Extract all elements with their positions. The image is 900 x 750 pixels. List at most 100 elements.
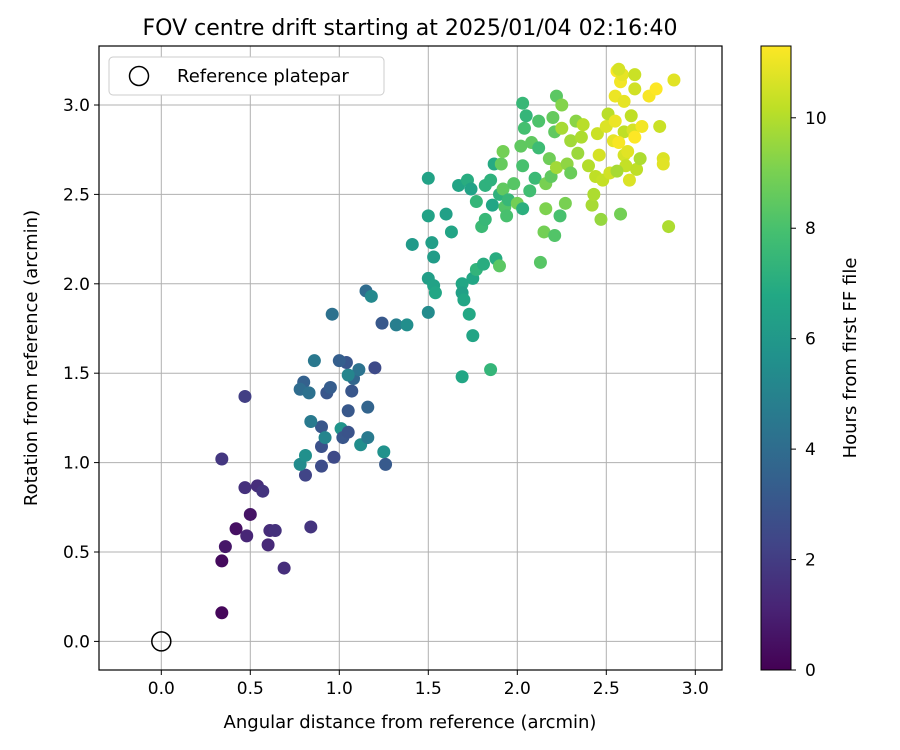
data-point [298, 448, 312, 462]
data-point [304, 520, 318, 534]
data-point [298, 468, 312, 482]
data-point [377, 445, 391, 459]
data-point [496, 144, 510, 158]
data-point [345, 384, 359, 398]
data-point [576, 118, 590, 132]
data-point [635, 119, 649, 133]
data-point [238, 389, 252, 403]
x-tick-label: 0.5 [237, 679, 264, 699]
x-tick-label: 1.5 [415, 679, 442, 699]
data-point [532, 114, 546, 128]
data-point [277, 561, 291, 575]
reference-point [151, 631, 172, 652]
colorbar-tick-label: 2 [805, 551, 816, 571]
data-point [628, 68, 642, 82]
data-point [364, 289, 378, 303]
data-point [549, 161, 563, 175]
data-point [218, 540, 232, 554]
data-point [229, 522, 243, 536]
colorbar: 0 2 4 6 8 10 Hours from first FF file [760, 45, 861, 681]
data-point [571, 146, 585, 160]
data-point [327, 450, 341, 464]
data-point [215, 452, 229, 466]
data-point [368, 361, 382, 375]
colorbar-ticks: 0 2 4 6 8 10 [791, 109, 827, 681]
y-axis-label: Rotation from reference (arcmin) [21, 210, 42, 506]
data-point [628, 130, 642, 144]
data-point [537, 225, 551, 239]
data-point [484, 173, 498, 187]
data-point [268, 524, 282, 538]
x-axis-label: Angular distance from reference (arcmin) [224, 712, 597, 733]
data-point [332, 354, 346, 368]
data-point [582, 159, 595, 173]
data-point [532, 141, 546, 155]
data-point [400, 318, 414, 332]
data-point [624, 109, 638, 123]
data-point [546, 111, 560, 125]
data-point [662, 220, 676, 234]
data-point [656, 157, 670, 171]
data-point [361, 400, 375, 414]
data-point [318, 431, 332, 445]
data-point [315, 459, 328, 473]
data-point [341, 425, 355, 439]
x-tick-label: 2.0 [504, 679, 531, 699]
data-point [304, 414, 318, 428]
data-point [555, 121, 569, 135]
data-point [389, 318, 403, 332]
data-point [325, 307, 339, 321]
data-point [464, 182, 478, 196]
data-point [558, 196, 572, 210]
colorbar-tick-label: 0 [805, 661, 816, 681]
data-point [514, 139, 528, 153]
data-point [405, 237, 419, 251]
x-tick-label: 3.0 [682, 679, 709, 699]
data-point [608, 114, 622, 128]
data-point [379, 457, 393, 471]
data-point [516, 202, 530, 216]
data-point [667, 73, 681, 87]
data-point [614, 207, 628, 221]
data-point [523, 184, 537, 198]
data-point [585, 198, 599, 212]
y-tick-label: 2.5 [63, 185, 90, 205]
data-point [542, 152, 556, 166]
reference-marker [151, 631, 172, 652]
data-point [533, 255, 547, 269]
data-point [628, 82, 642, 96]
data-point [590, 127, 604, 141]
colorbar-tick-label: 6 [805, 330, 816, 350]
colorbar-tick-label: 4 [805, 440, 816, 460]
data-point [243, 507, 257, 521]
data-point [478, 212, 492, 226]
data-point [548, 229, 562, 243]
y-tick-label: 2.0 [63, 275, 90, 295]
data-point [240, 529, 254, 543]
data-point [500, 209, 514, 223]
data-point [462, 307, 476, 321]
data-point [592, 148, 606, 162]
data-point [496, 182, 510, 196]
data-point [444, 225, 458, 239]
data-point [315, 420, 328, 434]
data-point [256, 484, 270, 498]
chart-title: FOV centre drift starting at 2025/01/04 … [143, 16, 678, 41]
data-point [612, 62, 626, 76]
data-point [476, 257, 490, 271]
data-point [485, 198, 499, 212]
data-point [507, 177, 521, 191]
data-point [539, 202, 553, 216]
y-tick-label: 1.0 [63, 454, 90, 474]
data-point [323, 381, 337, 395]
data-point [469, 195, 483, 209]
legend: Reference platepar [108, 56, 385, 96]
data-point [553, 209, 567, 223]
data-point [307, 354, 321, 368]
legend-marker-icon [128, 65, 150, 87]
data-point [457, 293, 471, 307]
colorbar-gradient [760, 45, 792, 671]
y-tick-label: 0.0 [63, 632, 90, 652]
data-point [421, 209, 435, 223]
data-point [517, 121, 531, 135]
